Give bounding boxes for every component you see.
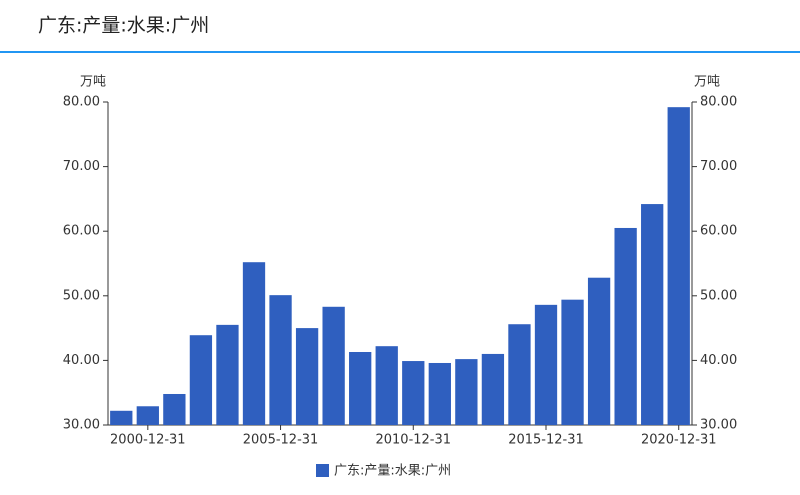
bar — [428, 362, 451, 425]
bar — [402, 361, 425, 425]
y2-tick-label: 70.00 — [700, 159, 737, 174]
bar — [534, 304, 558, 425]
bar — [349, 352, 372, 425]
bar — [667, 107, 690, 425]
y-tick-label: 70.00 — [63, 159, 100, 174]
bar — [110, 410, 133, 425]
bar — [455, 359, 478, 425]
y-tick-label: 50.00 — [63, 288, 100, 303]
bar — [189, 335, 213, 425]
y2-tick-label: 60.00 — [700, 224, 737, 239]
bar — [269, 295, 292, 425]
chart-title: 广东:产量:水果:广州 — [38, 15, 209, 37]
bar — [136, 406, 159, 425]
legend-swatch — [316, 464, 329, 477]
y-unit: 万吨 — [80, 75, 106, 90]
legend-label: 广东:产量:水果:广州 — [334, 464, 451, 479]
y-tick-label: 80.00 — [63, 95, 100, 110]
x-tick-label: 2000-12-31 — [110, 433, 186, 448]
x-tick-label: 2010-12-31 — [375, 433, 451, 448]
y-tick-label: 40.00 — [63, 353, 100, 368]
y2-tick-label: 80.00 — [700, 95, 737, 110]
y2-tick-label: 50.00 — [700, 288, 737, 303]
bar — [242, 262, 266, 425]
y-tick-label: 60.00 — [63, 224, 100, 239]
y2-tick-label: 40.00 — [700, 353, 737, 368]
bar — [508, 324, 531, 425]
bar — [163, 393, 186, 425]
y-tick-label: 30.00 — [63, 418, 100, 433]
bar — [375, 346, 398, 425]
y2-tick-label: 30.00 — [700, 418, 737, 433]
bar — [322, 306, 345, 425]
bar — [561, 299, 584, 425]
x-tick-label: 2020-12-31 — [641, 433, 717, 448]
bar — [481, 353, 505, 425]
y2-unit: 万吨 — [694, 75, 720, 90]
bar — [587, 277, 611, 425]
title-rule — [0, 51, 800, 53]
x-tick-label: 2005-12-31 — [243, 433, 319, 448]
x-tick-label: 2015-12-31 — [508, 433, 584, 448]
bar — [614, 227, 637, 425]
bar — [295, 328, 319, 425]
bar — [216, 324, 239, 425]
bar — [641, 204, 664, 425]
